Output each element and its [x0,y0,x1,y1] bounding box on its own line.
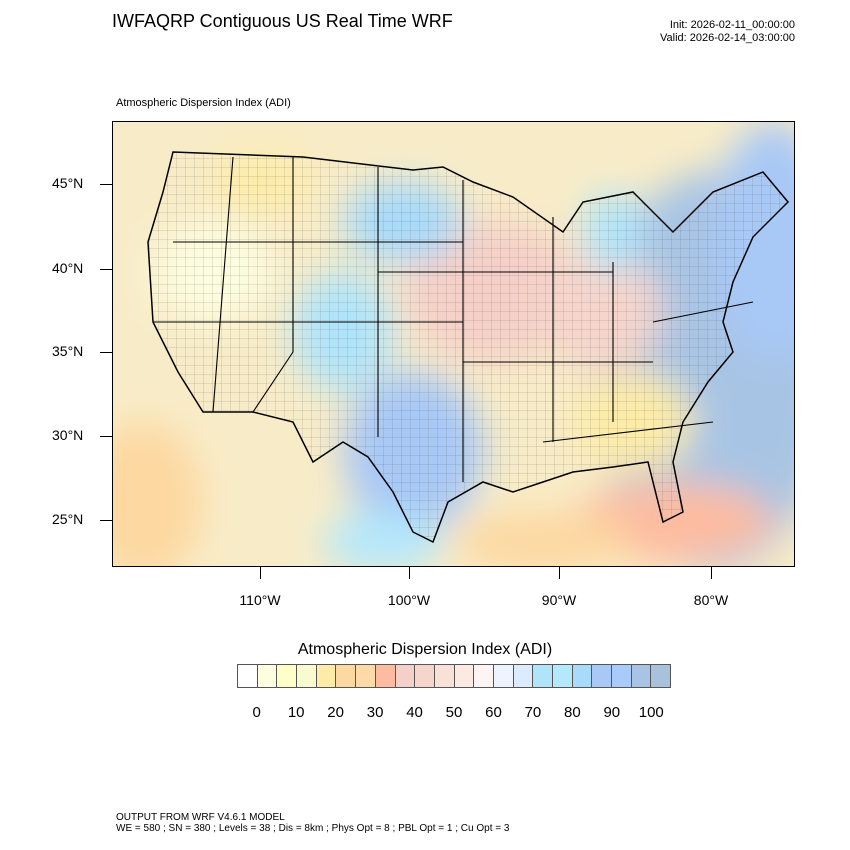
colorbar-swatch [513,665,534,687]
map-canvas [113,122,794,566]
colorbar-swatch [336,665,357,687]
colorbar-swatch [434,665,455,687]
lon-label-80: 80°W [693,592,729,608]
colorbar-swatch [493,665,514,687]
lon-tick [711,567,712,579]
footer-line-1: OUTPUT FROM WRF V4.6.1 MODEL [116,812,285,823]
lat-tick [100,184,112,185]
run-times: Init: 2026-02-11_00:00:00 Valid: 2026-02… [660,19,795,45]
field-subtitle: Atmospheric Dispersion Index (ADI) [116,97,291,109]
lat-tick [100,520,112,521]
lon-tick [559,567,560,579]
colorbar-swatch [533,665,553,687]
colorbar-label: 50 [445,704,463,721]
lat-tick [100,436,112,437]
state-borders [153,156,754,482]
lon-label-100: 100°W [387,592,431,608]
colorbar-title: Atmospheric Dispersion Index (ADI) [297,641,553,658]
colorbar-swatch [277,665,298,687]
colorbar-swatch [257,665,278,687]
lon-label-90: 90°W [541,592,577,608]
colorbar-swatch [592,665,613,687]
colorbar-swatch [612,665,632,687]
lat-label-30: 30°N [52,427,84,443]
colorbar [237,664,671,688]
colorbar-swatch [375,665,396,687]
colorbar-swatch [316,665,337,687]
colorbar-swatch [651,665,671,687]
colorbar-label: 40 [406,704,423,721]
adi-map [112,121,795,567]
lat-label-45: 45°N [52,175,84,191]
colorbar-swatch [631,665,652,687]
colorbar-swatch [553,665,573,687]
colorbar-label: 100 [638,704,664,721]
lon-label-110: 110°W [239,592,281,608]
colorbar-swatch [238,665,258,687]
lat-label-35: 35°N [52,343,84,359]
footer-line-2: WE = 580 ; SN = 380 ; Levels = 38 ; Dis … [116,823,510,834]
colorbar-swatch [415,665,435,687]
init-time: Init: 2026-02-11_00:00:00 [669,19,795,31]
colorbar-swatch [572,665,593,687]
lat-label-25: 25°N [52,511,84,527]
lat-tick [100,352,112,353]
colorbar-label: 0 [252,704,261,721]
colorbar-label: 20 [327,704,344,721]
colorbar-label: 60 [485,704,502,721]
colorbar-swatch [395,665,416,687]
valid-time: Valid: 2026-02-14_03:00:00 [660,32,795,44]
colorbar-label: 10 [287,704,305,721]
colorbar-swatch [454,665,475,687]
colorbar-swatch [356,665,376,687]
colorbar-label: 90 [603,704,621,721]
plot-title: IWFAQRP Contiguous US Real Time WRF [112,11,453,31]
colorbar-label: 80 [564,704,581,721]
lon-tick [409,567,410,579]
lat-tick [100,269,112,270]
colorbar-label: 70 [524,704,542,721]
colorbar-swatch [474,665,494,687]
model-footer: OUTPUT FROM WRF V4.6.1 MODEL WE = 580 ; … [116,812,509,834]
colorbar-label: 30 [366,704,384,721]
lon-tick [260,567,261,579]
colorbar-swatch [297,665,317,687]
lat-label-40: 40°N [52,260,84,276]
